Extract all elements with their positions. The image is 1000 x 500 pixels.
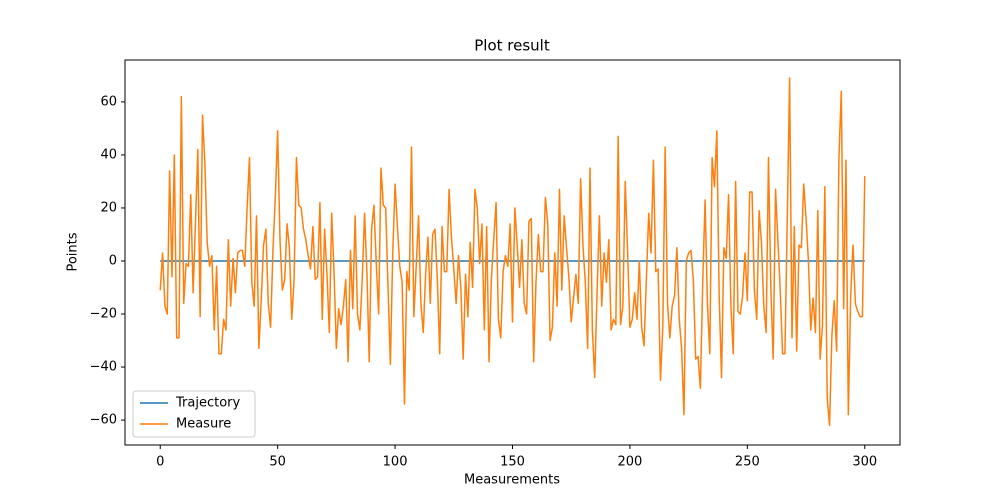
x-axis-label: Measurements <box>464 473 560 488</box>
y-tick-label: −40 <box>90 360 117 375</box>
axes-frame <box>124 59 901 446</box>
x-tick-label: 300 <box>852 455 877 470</box>
legend-label: Measure <box>176 417 231 432</box>
x-tick-label: 100 <box>383 455 408 470</box>
x-tick-label: 150 <box>500 455 525 470</box>
y-tick-label: 20 <box>100 200 117 215</box>
y-axis-label: Points <box>66 232 81 271</box>
x-tick-label: 250 <box>735 455 760 470</box>
y-tick-label: −20 <box>90 307 117 322</box>
series-line <box>159 77 866 427</box>
x-tick-label: 0 <box>156 455 164 470</box>
x-tick-label: 200 <box>618 455 643 470</box>
x-tick-label: 50 <box>269 455 286 470</box>
y-tick-label: 60 <box>100 94 117 109</box>
legend-label: Trajectory <box>175 396 240 411</box>
y-tick-label: −60 <box>90 413 117 428</box>
y-tick-label: 0 <box>109 253 117 268</box>
chart-title: Plot result <box>474 37 550 55</box>
y-tick-label: 40 <box>100 147 117 162</box>
